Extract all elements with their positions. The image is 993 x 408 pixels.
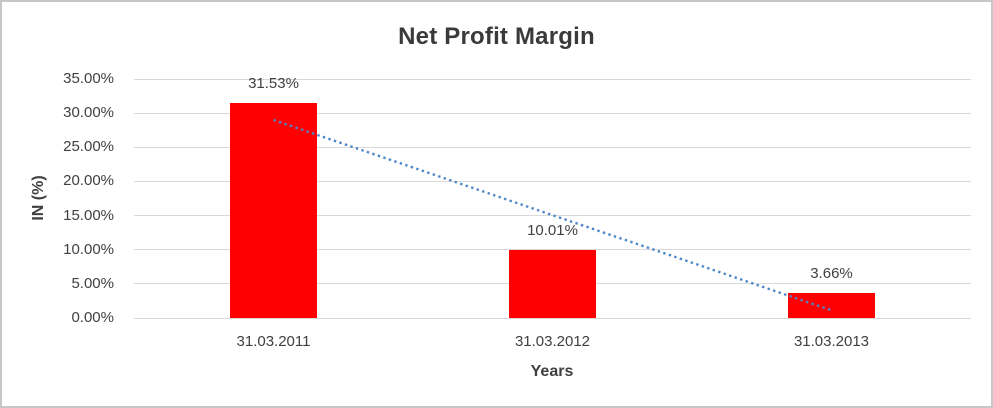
y-tick-label: 30.00% <box>63 104 114 122</box>
plot-area: 31.53% 10.01% 3.66% <box>134 75 971 319</box>
y-tick-label: 5.00% <box>71 274 114 292</box>
gridline <box>134 112 971 114</box>
bar-value-label: 10.01% <box>527 221 578 239</box>
bar-31.03.2012 <box>509 249 596 318</box>
x-category-label: 31.03.2012 <box>514 333 591 350</box>
x-category-label: 31.03.2011 <box>236 333 311 350</box>
gridline <box>134 180 971 182</box>
bar-31.03.2011 <box>230 102 317 318</box>
y-tick-label: 15.00% <box>63 206 114 224</box>
chart-title: Net Profit Margin <box>398 23 595 50</box>
gridline <box>134 215 971 217</box>
trendline <box>273 118 832 312</box>
x-axis-title: Years <box>530 363 574 380</box>
bar-value-label: 31.53% <box>248 74 299 92</box>
bar-31.03.2013 <box>788 293 875 318</box>
gridline <box>134 78 971 80</box>
bar-value-label: 3.66% <box>810 265 853 282</box>
y-tick-label: 20.00% <box>63 172 114 190</box>
gridline <box>134 146 971 148</box>
y-tick-label: 10.00% <box>63 240 114 258</box>
gridline <box>134 317 971 319</box>
y-tick-label: 25.00% <box>63 138 114 156</box>
x-category-label: 31.03.2013 <box>793 333 870 350</box>
y-tick-label: 35.00% <box>63 70 114 87</box>
y-tick-label: 0.00% <box>71 309 114 326</box>
